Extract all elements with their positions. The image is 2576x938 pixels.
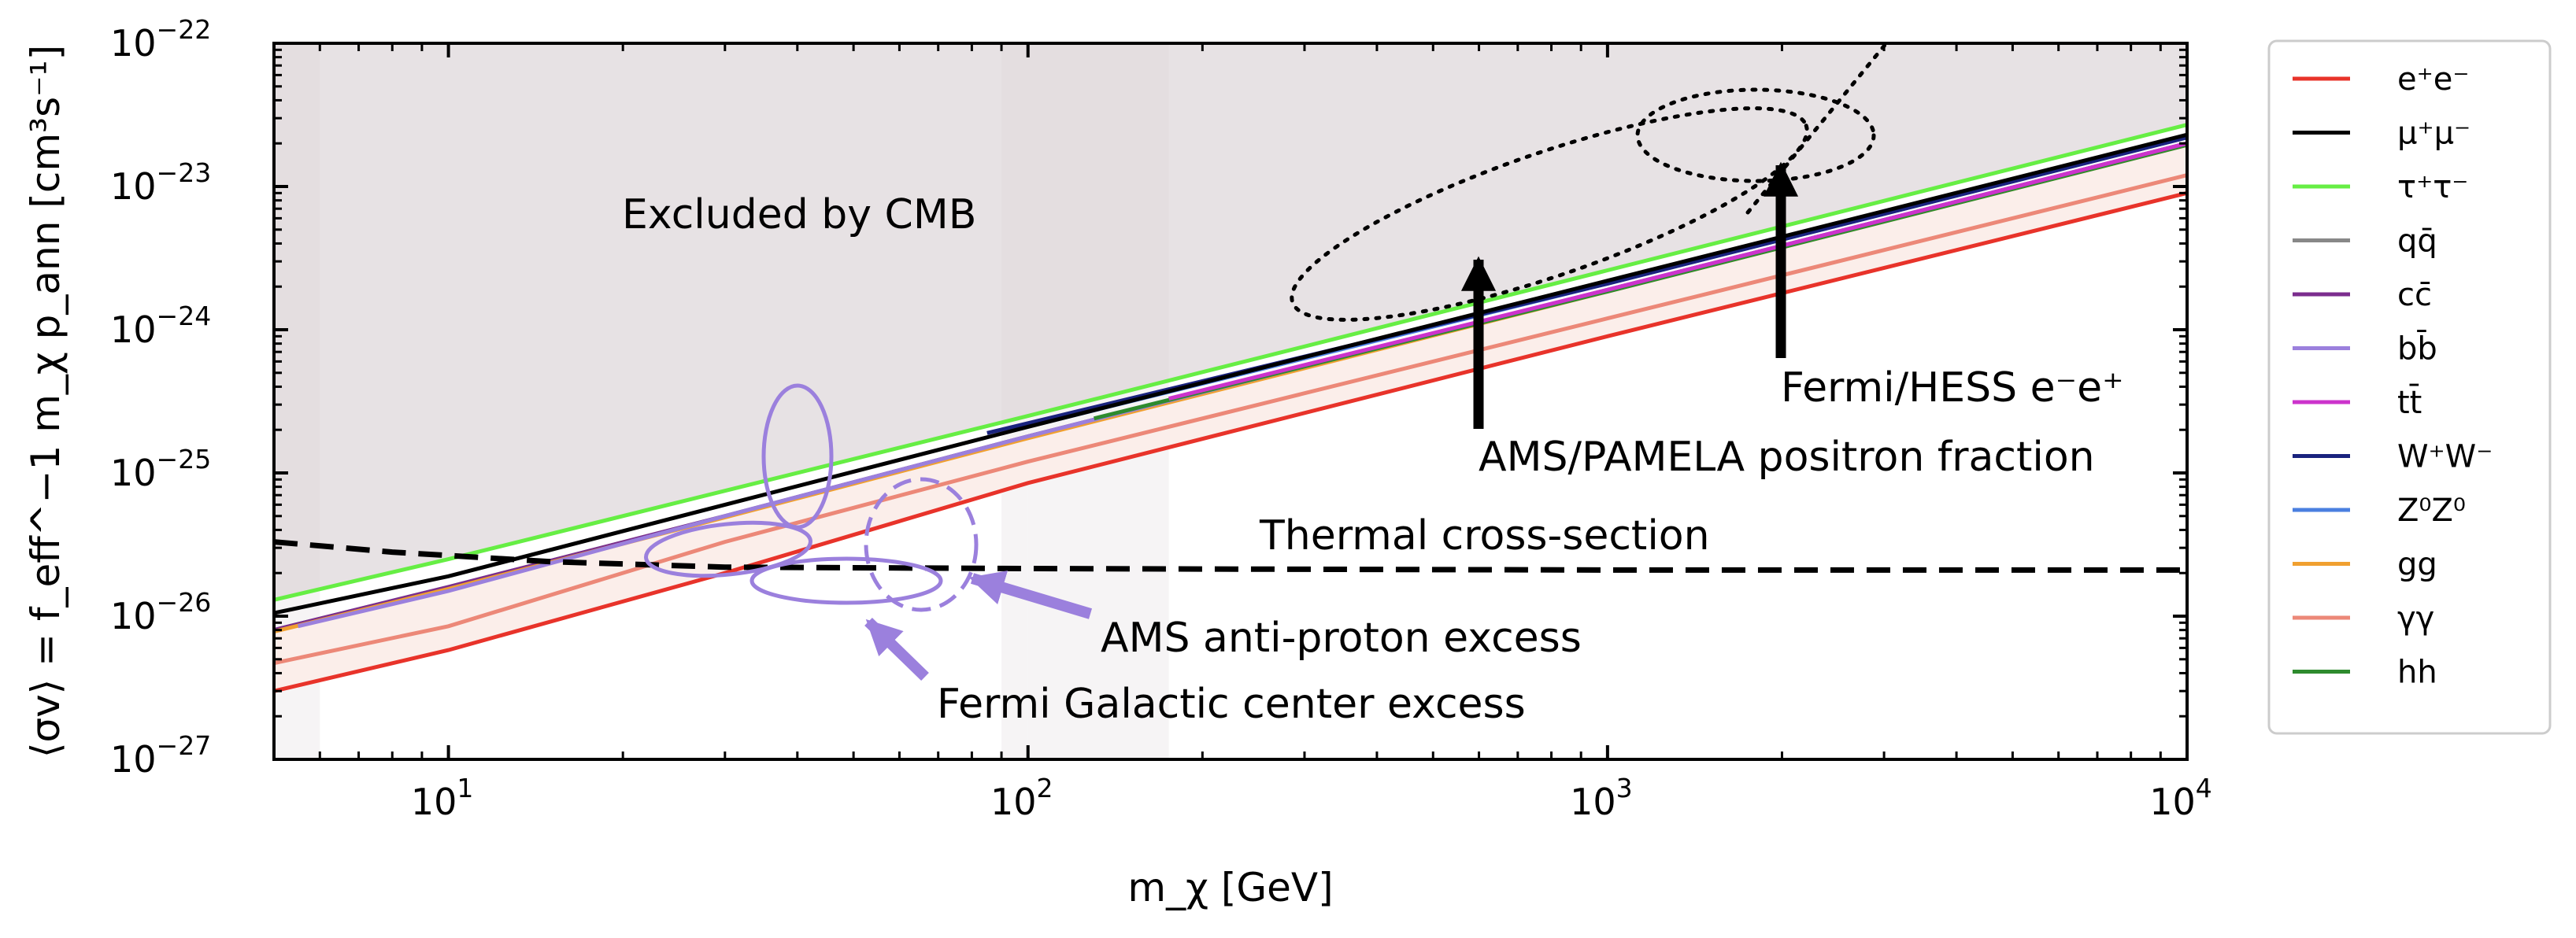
cmb-label: Excluded by CMB <box>622 191 976 238</box>
uncertainty-fill-region <box>274 145 2187 692</box>
x-axis-label: m_χ [GeV] <box>1127 865 1333 910</box>
ams-pamela-label: AMS/PAMELA positron fraction <box>1479 434 2095 481</box>
y-tick-label: 10−26 <box>110 587 211 637</box>
series-line-tt̄ <box>1168 141 2187 401</box>
series-line-e⁺e⁻ <box>274 190 2187 693</box>
series-line-μ⁺μ⁻ <box>274 132 2187 615</box>
x-tick-label: 104 <box>2149 773 2212 823</box>
fermi-gc-label: Fermi Galactic center excess <box>937 681 1526 728</box>
thermal-label: Thermal cross-section <box>1259 512 1710 559</box>
cmb-excluded-region <box>274 43 2187 600</box>
legend-label: bb̄ <box>2397 329 2437 367</box>
x-tick-label: 102 <box>990 773 1053 823</box>
plot-frame <box>272 42 2189 761</box>
y-tick-label: 10−22 <box>110 14 211 65</box>
fermi-gc-ellipses <box>644 383 943 605</box>
legend: e⁺e⁻ μ⁺μ⁻ τ⁺τ⁻ qq̄ cc̄ bb̄ tt̄ W⁺W⁻ Z⁰Z⁰ gg γγ hh <box>2293 61 2493 691</box>
legend-label: e⁺e⁻ <box>2397 61 2469 98</box>
y-tick-label: 10−27 <box>110 730 211 781</box>
ams-antiproton-arrow <box>968 571 1093 619</box>
x-tick-label: 103 <box>1570 773 1633 823</box>
y-axis-label: ⟨σv⟩ = f_eff^−1 m_χ p_ann [cm³s⁻¹] <box>23 45 68 758</box>
ams-antiproton-label: AMS anti-proton excess <box>1101 615 1582 662</box>
legend-label: τ⁺τ⁻ <box>2397 169 2468 205</box>
legend-label: μ⁺μ⁻ <box>2397 116 2471 152</box>
legend-label: hh <box>2397 655 2437 691</box>
ams-pamela-region-ellipse <box>1290 106 1809 322</box>
axis-ticks <box>272 42 2189 761</box>
x-tick-label: 101 <box>411 773 474 823</box>
legend-label: cc̄ <box>2397 277 2432 313</box>
fermi-hess-region-ellipse <box>1635 87 1876 183</box>
fermi-hess-label: Fermi/HESS e⁻e⁺ <box>1781 364 2124 412</box>
series-line-γγ <box>274 173 2187 666</box>
legend-label: qq̄ <box>2397 223 2437 260</box>
legend-label: W⁺W⁻ <box>2397 439 2493 475</box>
legend-label: γγ <box>2397 600 2434 637</box>
thermal-cross-section-line <box>274 539 2187 573</box>
ams-antiproton-ellipse <box>864 477 979 612</box>
legend-box <box>2267 39 2552 735</box>
series-line-τ⁺τ⁻ <box>274 123 2187 602</box>
legend-label: tt̄ <box>2397 383 2422 421</box>
y-tick-label: 10−24 <box>110 301 211 351</box>
legend-label: Z⁰Z⁰ <box>2397 493 2466 529</box>
fermi-gc-arrow <box>864 617 929 681</box>
legend-label: gg <box>2397 547 2437 583</box>
y-tick-label: 10−23 <box>110 157 211 208</box>
y-tick-label: 10−25 <box>110 444 211 494</box>
series-lines <box>274 123 2187 693</box>
